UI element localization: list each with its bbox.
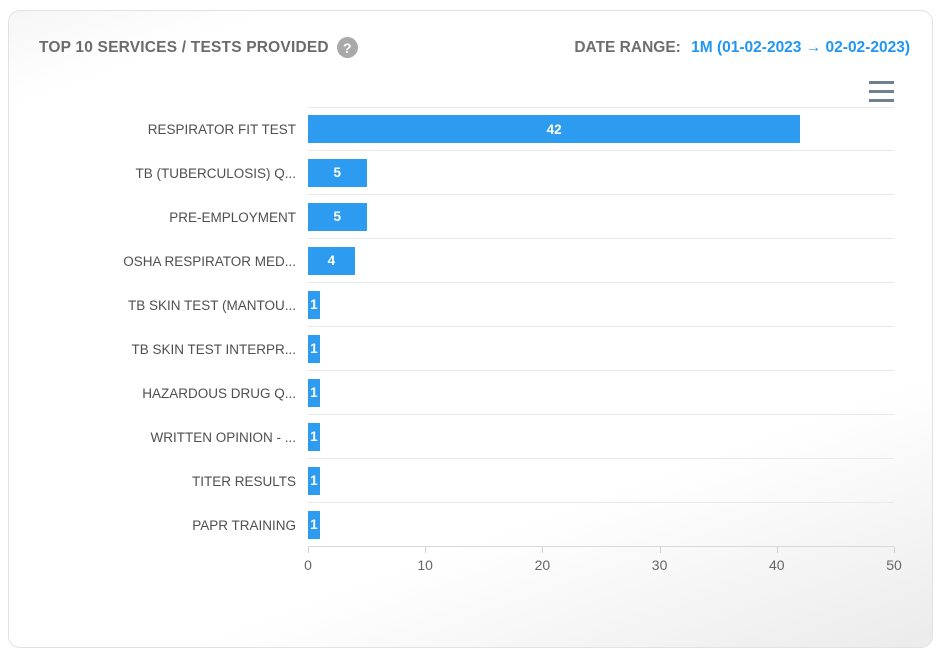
category-label: TITER RESULTS (191, 473, 296, 489)
bar[interactable]: 5 (308, 158, 367, 187)
chart-row: OSHA RESPIRATOR MED... 4 (9, 239, 894, 283)
x-axis-tick (425, 547, 427, 553)
category-label: TB SKIN TEST (MANTOU... (127, 297, 296, 313)
bar-track: 1 (308, 371, 894, 415)
chart-row: TITER RESULTS 1 (9, 459, 894, 503)
chart-row: TB (TUBERCULOSIS) Q... 5 (9, 151, 894, 195)
bar[interactable]: 1 (308, 422, 320, 451)
bar[interactable]: 1 (308, 466, 320, 495)
bar-track: 42 (308, 107, 894, 151)
bar-track: 1 (308, 503, 894, 547)
bar-track: 5 (308, 151, 894, 195)
bar-track: 4 (308, 239, 894, 283)
value-label: 1 (310, 473, 318, 488)
chart-row: HAZARDOUS DRUG Q... 1 (9, 371, 894, 415)
value-label: 1 (310, 429, 318, 444)
date-range-label: DATE RANGE: (574, 38, 681, 56)
bar[interactable]: 42 (308, 115, 801, 143)
category-label: PRE-EMPLOYMENT (169, 209, 296, 225)
x-axis-tick (308, 547, 309, 553)
hamburger-menu-icon[interactable] (869, 80, 894, 103)
category-label: HAZARDOUS DRUG Q... (142, 385, 296, 401)
x-axis-tick-label: 50 (886, 557, 902, 573)
chart-rows: RESPIRATOR FIT TEST 42 TB (TUBERCULOSIS) Q… (9, 107, 894, 547)
chart-header: TOP 10 SERVICES / TESTS PROVIDED ? DATE … (39, 37, 910, 58)
bar[interactable]: 5 (308, 202, 367, 231)
chart-row: RESPIRATOR FIT TEST 42 (9, 107, 894, 151)
x-axis-tick (776, 547, 778, 553)
bar[interactable]: 1 (308, 510, 320, 539)
category-label: WRITTEN OPINION - ... (150, 429, 297, 445)
x-axis-tick-label: 20 (534, 557, 551, 573)
bar-chart: RESPIRATOR FIT TEST 42 TB (TUBERCULOSIS) Q… (9, 107, 902, 573)
category-label: TB SKIN TEST INTERPR... (131, 341, 296, 357)
category-label: RESPIRATOR FIT TEST (147, 121, 296, 137)
bar-track: 5 (308, 195, 894, 239)
x-axis-tick (659, 547, 661, 553)
hamburger-line (869, 90, 894, 93)
date-range-value: 1M (01-02-2023 → 02-02-2023) (691, 38, 910, 56)
bar-track: 1 (308, 415, 894, 459)
x-axis-tick-label: 0 (304, 557, 312, 573)
bar-track: 1 (308, 459, 894, 503)
category-label: PAPR TRAINING (192, 517, 296, 533)
value-label: 1 (310, 385, 318, 400)
chart-row: WRITTEN OPINION - ... 1 (9, 415, 894, 459)
value-label: 1 (310, 297, 318, 312)
value-label: 4 (327, 253, 336, 268)
chart-card: TOP 10 SERVICES / TESTS PROVIDED ? DATE … (8, 10, 933, 648)
date-range: DATE RANGE: 1M (01-02-2023 → 02-02-2023) (574, 39, 910, 57)
hamburger-line (869, 81, 894, 84)
bar-track: 1 (308, 327, 894, 371)
x-axis-tick-label: 10 (417, 557, 433, 573)
x-axis-tick (542, 547, 544, 553)
bar[interactable]: 4 (308, 246, 355, 275)
bar[interactable]: 1 (308, 334, 320, 363)
chart-row: PRE-EMPLOYMENT 5 (9, 195, 894, 239)
chart-title: TOP 10 SERVICES / TESTS PROVIDED (39, 38, 329, 56)
x-axis: 0 10 20 30 40 50 (304, 547, 902, 587)
bar-track: 1 (308, 283, 894, 327)
value-label: 5 (333, 165, 342, 180)
value-label: 1 (310, 517, 318, 532)
bar[interactable]: 1 (308, 378, 320, 407)
x-axis-tick (894, 547, 895, 553)
value-label: 5 (333, 209, 342, 224)
category-label: OSHA RESPIRATOR MED... (123, 253, 296, 269)
value-label: 42 (546, 121, 562, 137)
category-label: TB (TUBERCULOSIS) Q... (135, 165, 296, 181)
x-axis-tick-label: 30 (651, 557, 668, 573)
help-icon[interactable]: ? (336, 37, 358, 58)
chart-row: PAPR TRAINING 1 (9, 503, 894, 547)
hamburger-line (869, 99, 894, 102)
chart-row: TB SKIN TEST INTERPR... 1 (9, 327, 894, 371)
bar[interactable]: 1 (308, 290, 320, 319)
x-axis-tick-label: 40 (769, 557, 785, 573)
value-label: 1 (310, 341, 318, 356)
chart-row: TB SKIN TEST (MANTOU... 1 (9, 283, 894, 327)
